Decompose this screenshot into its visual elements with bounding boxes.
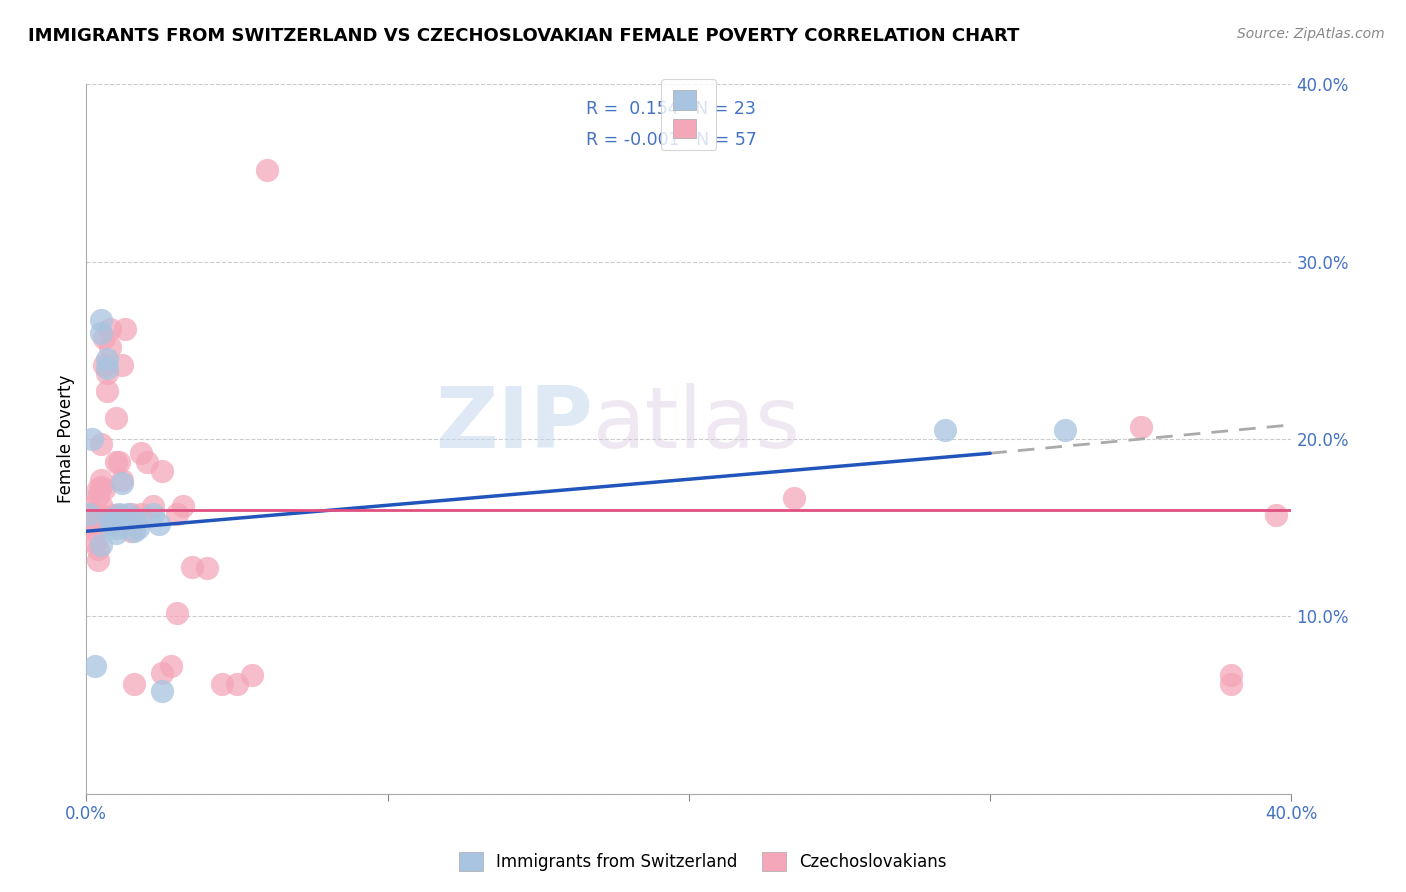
Point <box>100 322 122 336</box>
Point <box>90 538 112 552</box>
Point <box>226 677 249 691</box>
Point <box>142 507 165 521</box>
Point <box>1220 668 1243 682</box>
Point <box>111 473 134 487</box>
Point <box>105 521 128 535</box>
Point <box>124 677 146 691</box>
Point <box>90 326 112 340</box>
Point <box>96 384 118 399</box>
Text: atlas: atlas <box>592 384 800 467</box>
Point <box>166 606 188 620</box>
Text: R =  0.154   N = 23: R = 0.154 N = 23 <box>586 100 756 119</box>
Point <box>105 455 128 469</box>
Point <box>159 659 181 673</box>
Point <box>108 507 131 521</box>
Point <box>84 517 107 532</box>
Point <box>150 683 173 698</box>
Y-axis label: Female Poverty: Female Poverty <box>58 375 75 503</box>
Point <box>100 512 122 526</box>
Point <box>84 659 107 673</box>
Point <box>172 500 194 514</box>
Point <box>79 507 101 521</box>
Point <box>100 517 122 532</box>
Point <box>87 489 110 503</box>
Point <box>82 517 104 532</box>
Point <box>82 432 104 446</box>
Point <box>121 507 143 521</box>
Point <box>100 340 122 354</box>
Point <box>93 358 115 372</box>
Point <box>142 500 165 514</box>
Point <box>96 361 118 376</box>
Point <box>87 482 110 496</box>
Point <box>148 517 170 532</box>
Point <box>124 512 146 526</box>
Point <box>783 491 806 505</box>
Point <box>93 331 115 345</box>
Text: IMMIGRANTS FROM SWITZERLAND VS CZECHOSLOVAKIAN FEMALE POVERTY CORRELATION CHART: IMMIGRANTS FROM SWITZERLAND VS CZECHOSLO… <box>28 27 1019 45</box>
Point <box>103 508 125 523</box>
Point <box>111 358 134 372</box>
Point <box>87 541 110 556</box>
Point <box>90 437 112 451</box>
Point <box>96 367 118 381</box>
Point <box>105 526 128 541</box>
Point <box>87 552 110 566</box>
Point <box>211 677 233 691</box>
Point <box>90 473 112 487</box>
Point <box>84 507 107 521</box>
Point <box>90 498 112 512</box>
Point <box>150 464 173 478</box>
Point <box>117 507 139 521</box>
Point <box>79 500 101 514</box>
Point <box>90 480 112 494</box>
Point <box>84 524 107 539</box>
Text: Source: ZipAtlas.com: Source: ZipAtlas.com <box>1237 27 1385 41</box>
Text: R = -0.001   N = 57: R = -0.001 N = 57 <box>586 131 758 149</box>
Point <box>79 507 101 521</box>
Point <box>240 668 263 682</box>
Point <box>108 455 131 469</box>
Point <box>121 524 143 539</box>
Point <box>256 162 278 177</box>
Point <box>108 508 131 523</box>
Point <box>195 561 218 575</box>
Point <box>1054 423 1077 437</box>
Point <box>127 521 149 535</box>
Point <box>934 423 956 437</box>
Point <box>135 455 157 469</box>
Point <box>1265 508 1288 523</box>
Point <box>93 482 115 496</box>
Legend: , : , <box>661 78 717 150</box>
Point <box>129 446 152 460</box>
Point <box>90 313 112 327</box>
Point <box>1129 419 1152 434</box>
Legend: Immigrants from Switzerland, Czechoslovakians: Immigrants from Switzerland, Czechoslova… <box>451 843 955 880</box>
Point <box>111 476 134 491</box>
Point <box>105 410 128 425</box>
Point <box>96 352 118 367</box>
Point <box>150 666 173 681</box>
Point <box>82 510 104 524</box>
Point <box>1220 677 1243 691</box>
Point <box>124 524 146 539</box>
Point <box>114 322 136 336</box>
Point <box>180 559 202 574</box>
Point <box>103 517 125 532</box>
Point <box>90 508 112 523</box>
Point <box>84 535 107 549</box>
Point <box>166 507 188 521</box>
Point <box>129 507 152 521</box>
Text: ZIP: ZIP <box>434 384 592 467</box>
